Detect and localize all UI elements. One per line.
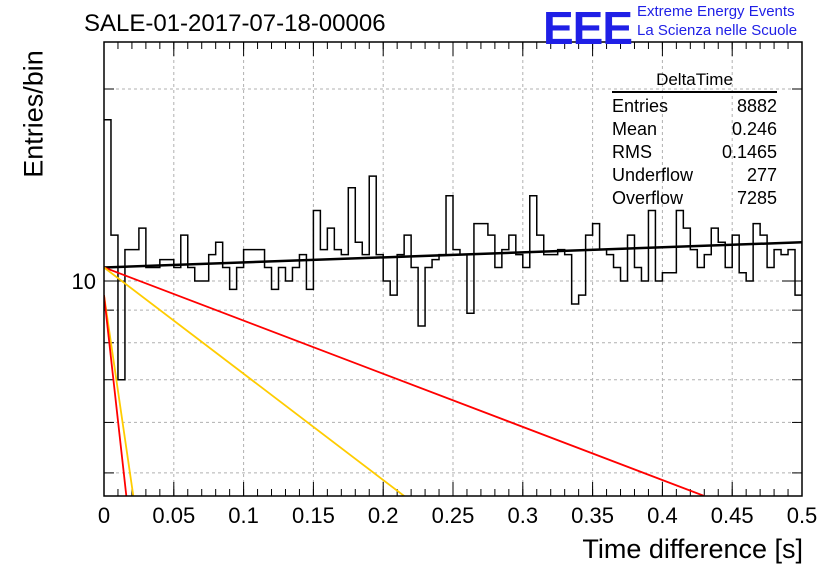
stats-row-mean: Mean 0.246 xyxy=(612,118,777,141)
stats-label: Mean xyxy=(612,119,658,139)
x-tick-label: 0.05 xyxy=(152,503,195,528)
x-tick-label: 0.4 xyxy=(647,503,678,528)
plot-frame xyxy=(103,41,803,497)
fit-line-1 xyxy=(104,266,705,496)
eee-logo: EEE xyxy=(543,2,633,54)
y-tick-label: 10 xyxy=(72,269,96,294)
stats-label: Overflow xyxy=(612,188,684,208)
y-axis-label: Entries/bin xyxy=(18,50,49,178)
x-tick-label: 0.25 xyxy=(432,503,475,528)
x-tick-label: 0.5 xyxy=(787,503,818,528)
x-tick-label: 0 xyxy=(98,503,110,528)
stats-row-underflow: Underflow 277 xyxy=(612,164,777,187)
stats-value: 277 xyxy=(746,165,777,185)
stats-row-overflow: Overflow 7285 xyxy=(612,187,777,210)
fit-line-2 xyxy=(104,266,405,496)
fit-line-4 xyxy=(104,295,128,496)
stats-row-rms: RMS 0.1465 xyxy=(612,141,777,164)
x-tick-label: 0.35 xyxy=(571,503,614,528)
x-tick-label: 0.1 xyxy=(228,503,259,528)
stats-row-entries: Entries 8882 xyxy=(612,95,777,118)
stats-value: 7285 xyxy=(736,188,777,208)
fit-line-3 xyxy=(104,295,135,496)
stats-label: Underflow xyxy=(612,165,694,185)
x-tick-label: 0.15 xyxy=(292,503,335,528)
x-tick-label: 0.3 xyxy=(508,503,539,528)
stats-title: DeltaTime xyxy=(612,70,777,93)
x-tick-label: 0.2 xyxy=(368,503,399,528)
logo-line-1: Extreme Energy Events xyxy=(637,3,795,20)
x-axis-label: Time difference [s] xyxy=(582,534,803,564)
stats-label: RMS xyxy=(612,142,652,162)
chart-title: SALE-01-2017-07-18-00006 xyxy=(84,10,386,37)
stats-box: DeltaTime Entries 8882 Mean 0.246 RMS 0.… xyxy=(612,70,777,210)
stats-label: Entries xyxy=(612,96,669,116)
histogram-deltatime xyxy=(104,118,802,381)
fit-line-0 xyxy=(104,241,802,269)
stats-value: 8882 xyxy=(736,96,777,116)
logo-line-2: La Scienza nelle Scuole xyxy=(637,22,798,39)
stats-value: 0.1465 xyxy=(721,142,777,162)
x-tick-label: 0.45 xyxy=(711,503,754,528)
stats-value: 0.246 xyxy=(731,119,777,139)
